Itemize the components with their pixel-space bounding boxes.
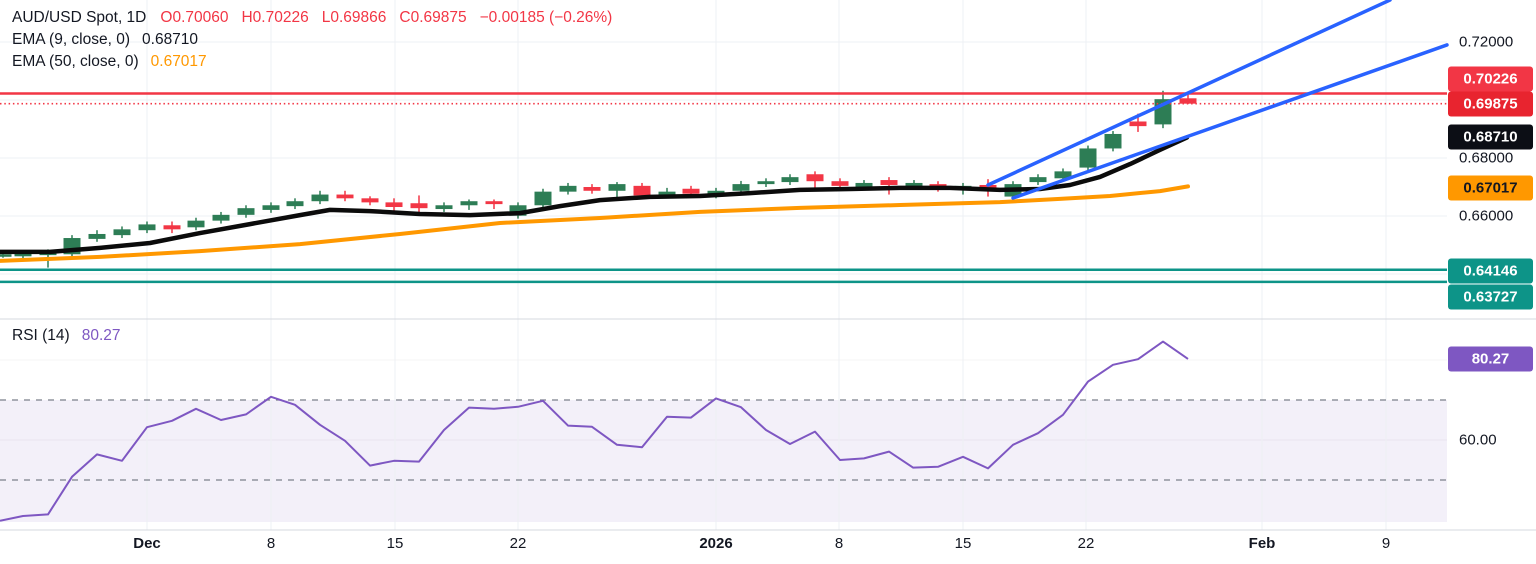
ohlc-item: C0.69875 [399,9,467,26]
candle-down [1179,98,1197,104]
ema9-legend-row[interactable]: EMA (9, close, 0) 0.68710 [12,29,612,51]
time-tick-label: 2026 [699,535,733,552]
candle-up [187,220,205,228]
candle-up [14,253,32,257]
trendline-upper[interactable] [986,0,1392,187]
candle-up [286,201,304,207]
price-badge: 0.69875 [1448,91,1533,117]
price-badge: 80.27 [1448,346,1533,372]
candle-up [460,201,478,206]
candle-up [855,182,873,188]
time-tick-label: 15 [386,535,404,552]
candle-up [559,185,577,192]
candle-down [1129,121,1147,127]
candle-down [682,188,700,194]
candle-down [385,202,403,208]
ema50-value: 0.67017 [150,53,207,70]
rsi-label: RSI (14) [12,327,70,344]
candle-up [658,191,676,195]
time-tick-label: Feb [1248,535,1276,552]
candle-up [1079,148,1097,168]
candle-up [138,224,156,231]
time-tick-label: Dec [133,535,161,552]
symbol-legend[interactable]: AUD/USD Spot, 1D O0.70060 H0.70226 L0.6986… [12,7,612,73]
rsi-value: 80.27 [81,327,121,344]
ohlc-item: −0.00185 (−0.26%) [479,9,613,26]
time-tick-label: 9 [1381,535,1391,552]
ohlc-values: O0.70060 H0.70226 L0.69866 C0.69875 −0.00185… [160,7,612,29]
candle-down [583,187,601,191]
price-badge: 0.70226 [1448,66,1533,92]
ema9-line [0,135,1190,255]
axis-tick-label: 0.66000 [1459,207,1514,225]
ohlc-item: O0.70060 [160,9,229,26]
time-tick-label: 15 [954,535,972,552]
candle-up [905,182,923,188]
time-tick-label: 22 [1077,535,1095,552]
rsi-legend-row[interactable]: RSI (14) 80.27 [12,327,121,345]
rsi-band-fill [0,400,1447,522]
candle-down [163,225,181,230]
candle-up [732,184,750,191]
ema50-legend-row[interactable]: EMA (50, close, 0) 0.67017 [12,51,612,73]
candle-down [633,185,651,196]
candle-up [0,254,12,257]
candle-down [806,174,824,182]
axis-tick-label: 0.68000 [1459,149,1514,167]
candle-up [781,177,799,183]
price-badge: 0.64146 [1448,258,1533,284]
candle-up [1054,171,1072,179]
axis-tick-label: 60.00 [1459,431,1497,449]
candle-up [1029,177,1047,183]
candle-up [237,208,255,215]
symbol-title: AUD/USD Spot, 1D [12,9,147,26]
rsi-line [0,340,1189,522]
candle-up [757,181,775,185]
axis-tick-label: 0.72000 [1459,33,1514,51]
time-tick-label: 8 [266,535,276,552]
candle-up [509,205,527,216]
time-tick-label: 8 [834,535,844,552]
candle-down [485,201,503,205]
time-tick-label: 22 [509,535,527,552]
ema50-label: EMA (50, close, 0) [12,53,139,70]
candle-up [262,205,280,210]
candle-down [336,194,354,199]
candle-up [88,233,106,239]
price-badge: 0.67017 [1448,175,1533,201]
candle-down [410,203,428,209]
price-badge: 0.68710 [1448,124,1533,150]
candle-up [311,194,329,202]
symbol-ohlc-row[interactable]: AUD/USD Spot, 1D O0.70060 H0.70226 L0.6986… [12,7,612,29]
candle-up [212,214,230,221]
ema9-value: 0.68710 [142,31,199,48]
candle-up [435,205,453,210]
candle-up [1104,133,1122,149]
ema50-line [0,184,1190,263]
candle-up [113,229,131,236]
candle-down [361,198,379,203]
ema9-label: EMA (9, close, 0) [12,31,131,48]
candle-up [608,184,626,191]
candle-down [831,181,849,186]
candle-up [534,191,552,206]
ohlc-item: L0.69866 [321,9,387,26]
ohlc-item: H0.70226 [241,9,309,26]
candle-down [880,180,898,185]
price-badge: 0.63727 [1448,284,1533,310]
trendline-lower[interactable] [1011,43,1449,200]
